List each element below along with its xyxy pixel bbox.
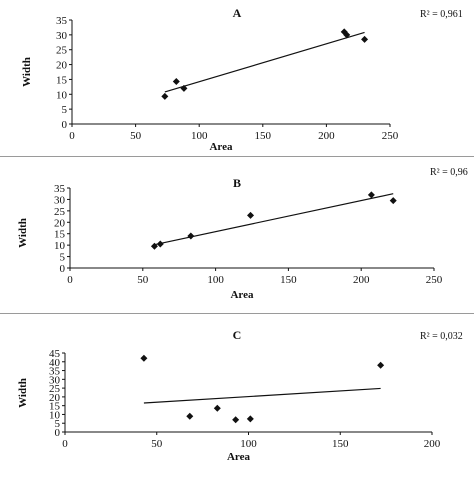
y-tick-label: 25 <box>54 206 66 218</box>
y-axis-label: Width <box>17 218 29 248</box>
trend-line <box>143 387 381 404</box>
x-tick-label: 0 <box>69 130 75 142</box>
r-squared-label: R² = 0,961 <box>420 9 463 20</box>
trend-line <box>164 31 365 93</box>
y-tick-label: 5 <box>60 252 66 264</box>
x-axis-label: Area <box>209 141 233 153</box>
y-tick-label: 10 <box>56 89 68 101</box>
data-point <box>389 197 397 205</box>
y-tick-label: 15 <box>56 74 68 86</box>
trend-line <box>154 193 394 246</box>
x-tick-label: 50 <box>151 438 163 450</box>
x-tick-label: 150 <box>332 438 349 450</box>
y-tick-label: 45 <box>49 348 61 360</box>
data-point <box>340 28 348 36</box>
r-squared-label: R² = 0,032 <box>420 331 463 342</box>
data-point <box>187 232 195 240</box>
data-point <box>361 35 369 43</box>
x-tick-label: 200 <box>318 130 335 142</box>
y-tick-label: 15 <box>49 401 61 413</box>
data-point <box>247 211 255 219</box>
data-point <box>140 354 148 362</box>
y-tick-label: 20 <box>49 392 61 404</box>
y-tick-label: 25 <box>56 45 68 57</box>
x-tick-label: 150 <box>280 274 297 286</box>
y-axis-label: Width <box>21 57 33 87</box>
y-tick-label: 0 <box>55 427 61 439</box>
y-tick-label: 30 <box>49 374 61 386</box>
x-tick-label: 100 <box>207 274 224 286</box>
data-point <box>343 31 351 39</box>
data-point <box>156 240 164 248</box>
y-tick-label: 35 <box>56 15 68 27</box>
x-tick-label: 100 <box>240 438 257 450</box>
x-tick-label: 200 <box>353 274 370 286</box>
x-tick-label: 0 <box>67 274 73 286</box>
y-tick-label: 15 <box>54 229 66 241</box>
data-point <box>172 78 180 86</box>
x-axis-label: Area <box>230 289 254 301</box>
y-tick-label: 10 <box>54 240 66 252</box>
x-tick-label: 0 <box>62 438 68 450</box>
panel-title: B <box>233 176 241 190</box>
data-point <box>232 416 240 424</box>
data-point <box>150 242 158 250</box>
x-tick-label: 50 <box>130 130 142 142</box>
x-tick-label: 100 <box>191 130 208 142</box>
y-tick-label: 10 <box>49 409 61 421</box>
y-tick-label: 0 <box>60 263 66 275</box>
y-tick-label: 25 <box>49 383 61 395</box>
y-tick-label: 40 <box>49 357 61 369</box>
x-tick-label: 50 <box>137 274 149 286</box>
y-tick-label: 20 <box>54 217 66 229</box>
x-tick-label: 250 <box>426 274 443 286</box>
data-point <box>213 404 221 412</box>
data-point <box>246 415 254 423</box>
panel-title: C <box>233 328 242 342</box>
data-point <box>161 92 169 100</box>
panel-separator <box>0 313 474 314</box>
r-squared-label: R² = 0,96 <box>430 167 468 178</box>
y-tick-label: 35 <box>49 366 61 378</box>
data-point <box>377 361 385 369</box>
panel-separator <box>0 156 474 157</box>
x-tick-label: 150 <box>255 130 272 142</box>
y-tick-label: 30 <box>56 30 68 42</box>
y-axis-label: Width <box>17 378 29 408</box>
y-tick-label: 20 <box>56 60 68 72</box>
panel-title: A <box>233 6 242 20</box>
data-point <box>367 191 375 199</box>
y-tick-label: 0 <box>62 119 68 131</box>
data-point <box>180 84 188 92</box>
data-point <box>186 412 194 420</box>
y-tick-label: 5 <box>62 104 68 116</box>
x-tick-label: 250 <box>382 130 399 142</box>
y-tick-label: 5 <box>55 418 61 430</box>
x-tick-label: 200 <box>424 438 441 450</box>
y-tick-label: 30 <box>54 194 66 206</box>
x-axis-label: Area <box>227 451 251 463</box>
y-tick-label: 35 <box>54 183 66 195</box>
